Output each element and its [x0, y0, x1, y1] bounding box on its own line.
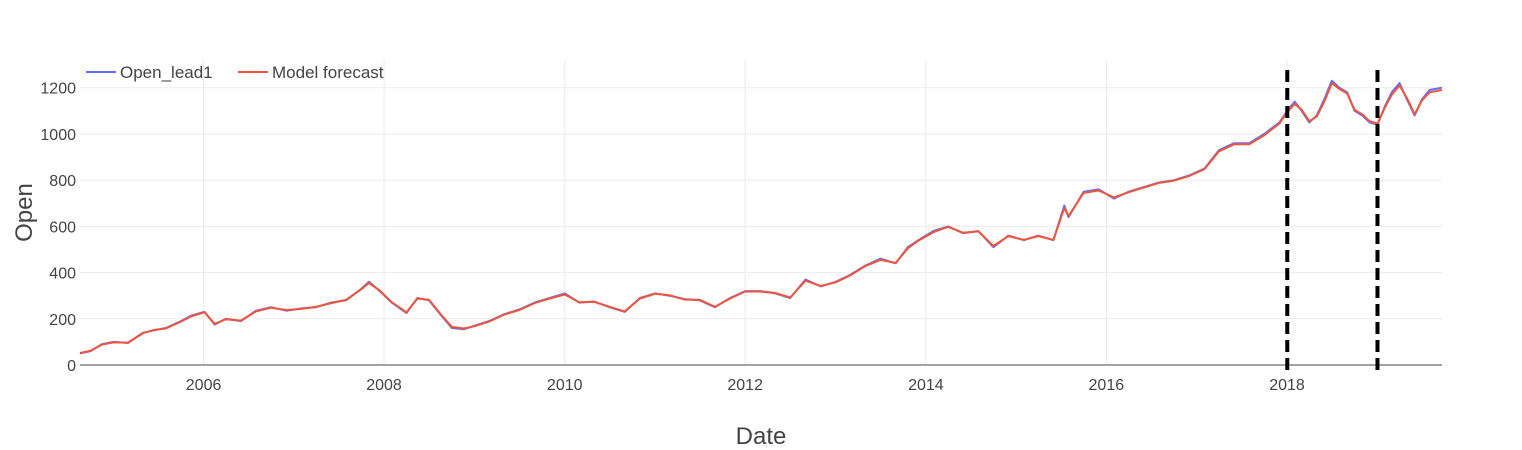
y-axis-title: Open: [11, 183, 38, 242]
series-layer: [79, 79, 1443, 355]
x-tick-label: 2006: [186, 377, 222, 394]
x-tick-labels: 2006 2008 2010 2012 2014 2016 2018: [186, 377, 1305, 394]
legend-item[interactable]: Open_lead1: [86, 63, 213, 82]
y-tick-label: 800: [49, 173, 76, 190]
legend-item[interactable]: Model forecast: [238, 63, 384, 82]
vertical-markers: [1285, 70, 1380, 370]
y-tick-label: 1000: [40, 127, 76, 144]
x-tick-label: 2014: [908, 377, 944, 394]
y-grid-lines: [80, 87, 1442, 320]
y-tick-label: 600: [49, 219, 76, 236]
x-tick-label: 2012: [727, 377, 763, 394]
y-tick-labels: 0 200 400 600 800 1000 1200: [40, 81, 76, 375]
legend-label: Model forecast: [272, 63, 384, 82]
x-tick-label: 2016: [1089, 377, 1125, 394]
series-line-open-lead1: [79, 79, 1443, 355]
legend-label: Open_lead1: [120, 63, 213, 82]
x-tick-label: 2010: [547, 377, 583, 394]
y-tick-label: 0: [67, 358, 76, 375]
y-tick-label: 200: [49, 312, 76, 329]
y-tick-label: 1200: [40, 81, 76, 98]
x-tick-label: 2018: [1269, 377, 1305, 394]
series-line-model-forecast: [79, 82, 1443, 354]
x-tick-label: 2008: [366, 377, 402, 394]
y-tick-label: 400: [49, 266, 76, 283]
legend[interactable]: Open_lead1 Model forecast: [86, 63, 384, 82]
x-axis-title: Date: [736, 423, 787, 450]
